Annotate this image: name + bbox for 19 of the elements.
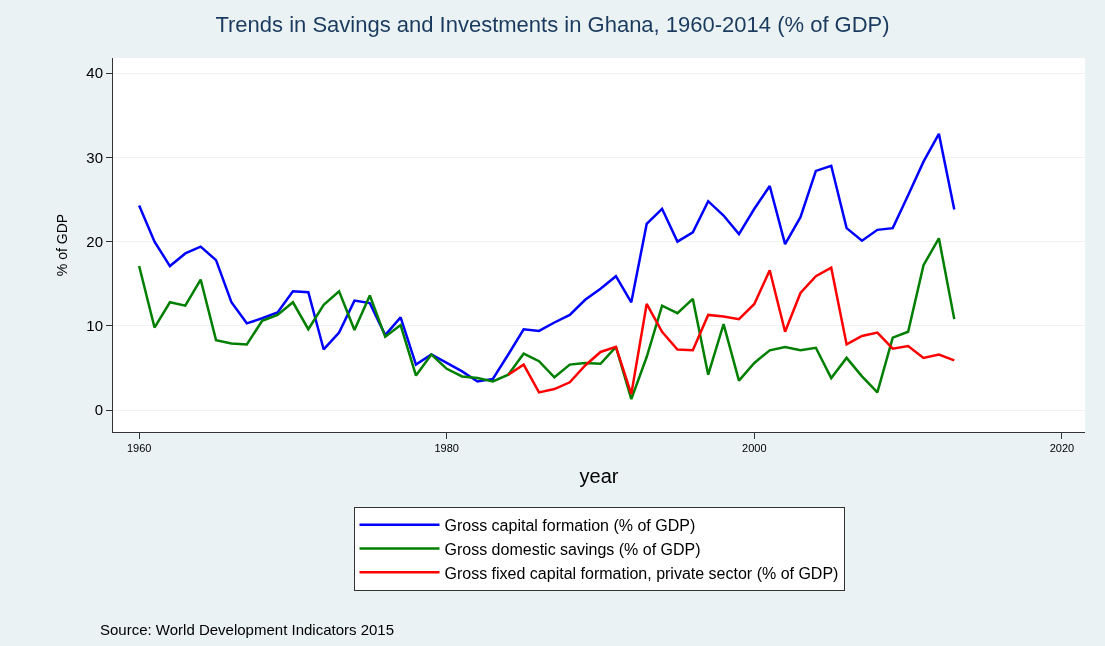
x-tick-label: 1960 xyxy=(126,442,152,455)
y-tick-label: 30 xyxy=(86,148,103,166)
line-series xyxy=(137,237,956,401)
legend-label: Gross capital formation (% of GDP) xyxy=(444,516,696,534)
y-tick-label: 20 xyxy=(86,232,103,250)
line-series xyxy=(507,266,956,396)
x-axis-title: year xyxy=(579,464,619,487)
legend-label: Gross fixed capital formation, private sector (% of GDP) xyxy=(444,564,839,582)
legend-label: Gross domestic savings (% of GDP) xyxy=(444,540,701,558)
x-tick-label: 2020 xyxy=(1049,442,1075,455)
line-series xyxy=(137,132,956,383)
y-tick-label: 10 xyxy=(86,317,103,335)
y-tick-label: 40 xyxy=(86,64,103,82)
chart-title: Trends in Savings and Investments in Ghana, 1960-2014 (% of GDP) xyxy=(215,11,890,37)
x-tick-label: 1980 xyxy=(434,442,459,455)
x-tick-label: 2000 xyxy=(742,442,767,455)
source-note: Source: World Development Indicators 2015 xyxy=(100,621,395,638)
y-tick-label: 0 xyxy=(94,401,103,419)
y-axis-title: % of GDP xyxy=(53,213,70,277)
